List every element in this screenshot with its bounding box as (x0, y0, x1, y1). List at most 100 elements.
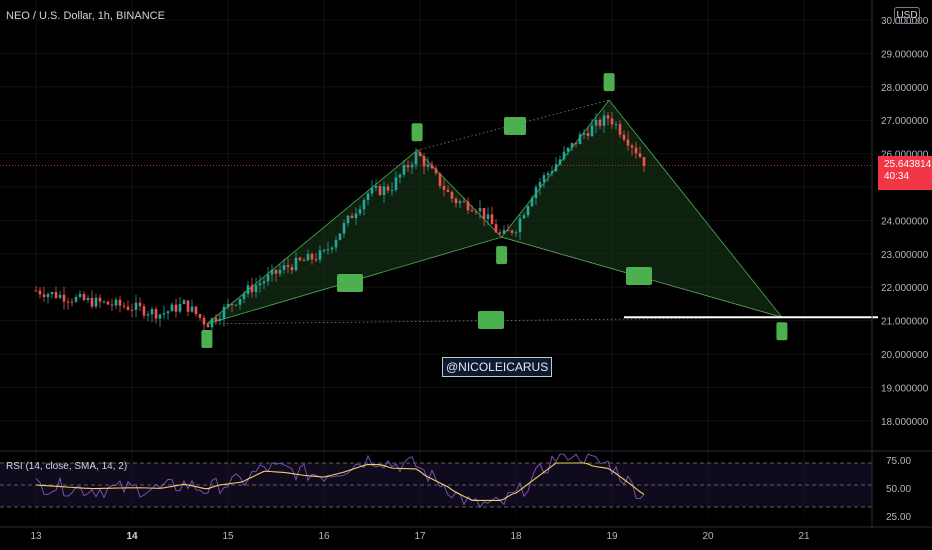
candle-body (226, 303, 230, 307)
last-price-value: 25.643814 (884, 159, 932, 170)
time-tick-label: 17 (414, 531, 426, 542)
candle-body (562, 151, 566, 160)
candle-body (270, 269, 274, 275)
candle-body (478, 208, 482, 212)
price-tick-label: 30.000000 (881, 16, 929, 27)
candle-body (278, 269, 282, 274)
candle-body (458, 201, 462, 204)
candle-body (238, 298, 242, 305)
candle-body (106, 301, 110, 305)
candle-body (322, 249, 326, 251)
candle-body (334, 240, 338, 248)
candle-body (538, 182, 542, 188)
candle-body (622, 134, 626, 140)
candle-body (342, 223, 346, 234)
candle-body (242, 293, 246, 299)
candle-body (610, 118, 614, 125)
last-price-tag: 25.643814 40:34 (878, 156, 932, 190)
candle-body (50, 292, 54, 295)
candle-body (542, 175, 546, 183)
candle-body (310, 253, 314, 260)
price-tick-label: 29.000000 (881, 49, 929, 60)
candle-body (382, 186, 386, 195)
candle-body (394, 177, 398, 190)
candle-body (490, 214, 494, 225)
candle-body (198, 314, 202, 318)
candle-body (202, 317, 206, 325)
candle-body (58, 294, 62, 298)
candle-body (130, 309, 134, 311)
candlesticks (34, 109, 646, 332)
rsi-tick-label: 25.00 (886, 512, 911, 523)
price-tick-label: 24.000000 (881, 216, 929, 227)
candle-body (434, 168, 438, 174)
candle-body (574, 143, 578, 145)
candle-body (398, 174, 402, 178)
candle-body (586, 133, 590, 137)
candle-body (114, 299, 118, 306)
candle-body (590, 125, 594, 137)
time-tick-label: 16 (318, 531, 330, 542)
rsi-ma-line (35, 462, 645, 501)
candle-body (158, 314, 162, 319)
grid (0, 0, 872, 518)
candle-body (122, 305, 126, 307)
candle-body (390, 189, 394, 191)
price-tick-label: 27.000000 (881, 116, 929, 127)
candle-body (614, 124, 618, 126)
candle-body (474, 211, 478, 213)
candle-body (406, 165, 410, 168)
candle-body (598, 119, 602, 126)
candle-body (402, 165, 406, 175)
marker-d (776, 322, 788, 341)
marker-a (411, 123, 423, 142)
candle-body (366, 193, 370, 200)
candle-body (42, 294, 46, 298)
candle-body (146, 314, 150, 316)
price-tick-label: 19.000000 (881, 383, 929, 394)
candle-body (518, 218, 522, 233)
candle-body (498, 232, 502, 234)
candle-body (570, 143, 574, 148)
candle-body (578, 134, 582, 145)
candle-body (526, 206, 530, 216)
candle-body (170, 304, 174, 312)
candle-body (150, 309, 154, 315)
candle-body (66, 301, 70, 303)
ratio-ac (504, 117, 526, 135)
candle-body (294, 257, 298, 271)
candle-body (506, 230, 510, 232)
candle-body (78, 294, 82, 297)
candle-body (166, 311, 170, 314)
candle-body (234, 304, 238, 306)
candle-body (482, 208, 486, 219)
candle-body (86, 297, 90, 301)
candle-body (266, 274, 270, 282)
candle-body (306, 253, 310, 261)
time-tick-label: 18 (510, 531, 522, 542)
candle-body (418, 152, 422, 157)
candle-body (514, 232, 518, 234)
price-tick-label: 20.000000 (881, 350, 929, 361)
candle-body (38, 290, 42, 295)
candle-body (142, 306, 146, 316)
candle-body (358, 209, 362, 214)
candle-body (254, 285, 258, 293)
candle-body (466, 201, 470, 211)
candle-body (602, 115, 606, 126)
rsi-tick-label: 50.00 (886, 484, 911, 495)
candle-body (34, 290, 38, 292)
candle-body (82, 294, 86, 301)
candle-body (502, 230, 506, 234)
candle-body (430, 164, 434, 169)
pattern-line-bd (501, 236, 783, 318)
candle-body (462, 201, 466, 203)
author-watermark: @NICOLEICARUS (442, 357, 553, 377)
price-tick-label: 28.000000 (881, 83, 929, 94)
candle-body (354, 213, 358, 219)
currency-button[interactable]: USD (894, 7, 920, 24)
time-tick-label: 13 (30, 531, 42, 542)
candle-body (642, 157, 646, 166)
candle-body (230, 303, 234, 305)
